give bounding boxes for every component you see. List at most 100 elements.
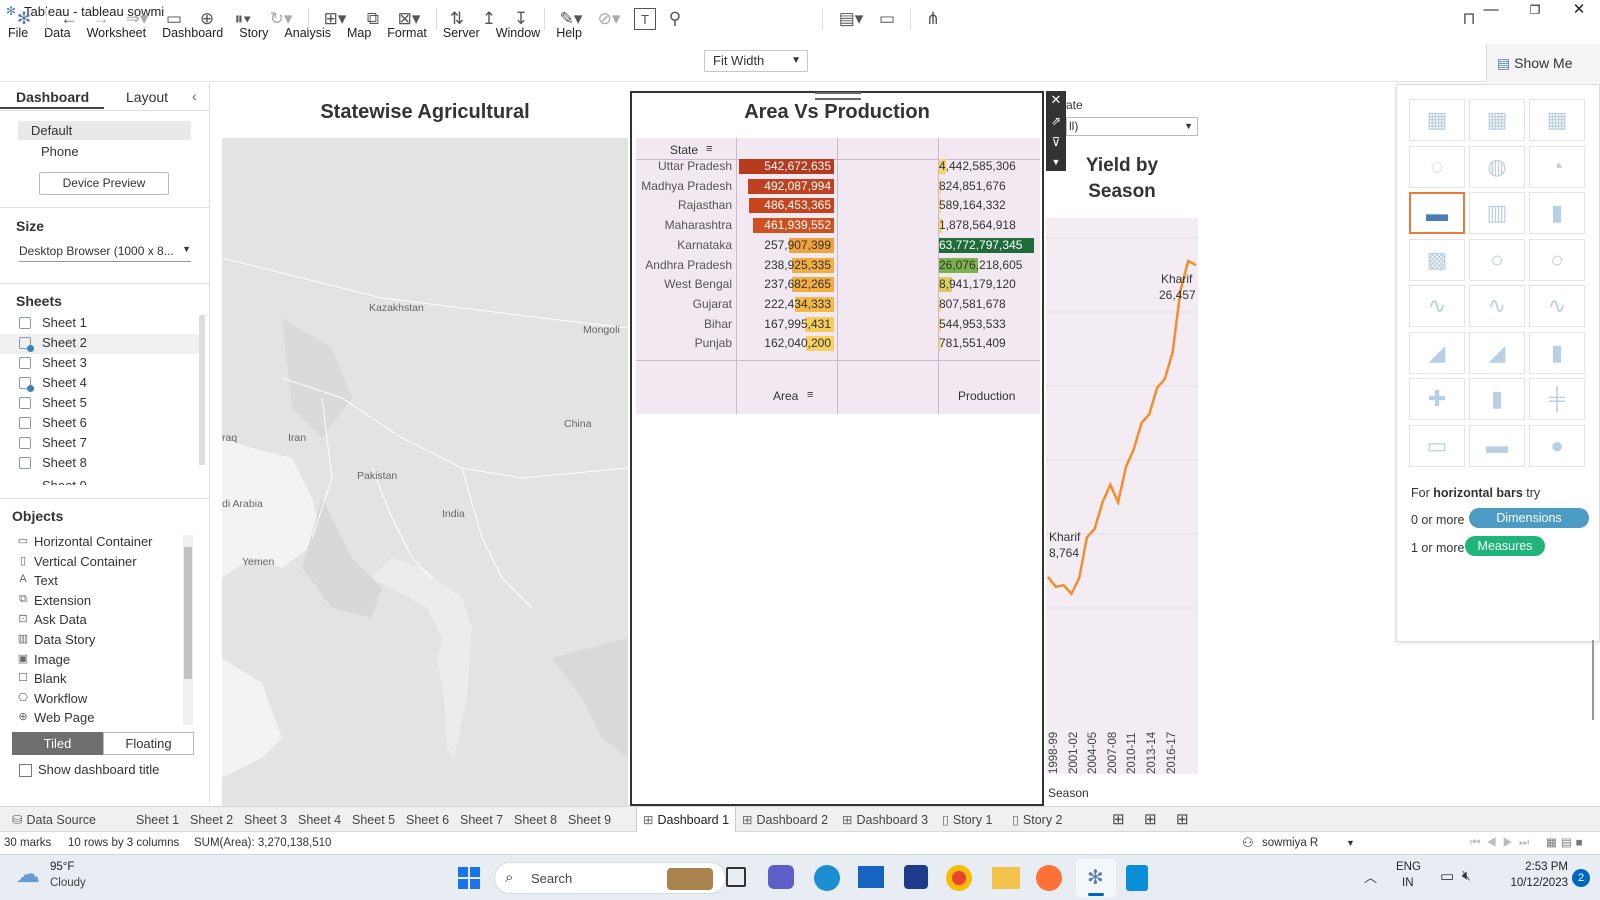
network-icon[interactable]: ▭ [1440,868,1455,885]
chart-type-continuous-lines-icon[interactable]: ∿ [1409,285,1465,327]
tab-data-source[interactable]: ⛁ Data Source [6,807,102,833]
area-production-table[interactable]: State ≡ Area ≡ Production Uttar Pradesh 5… [636,138,1040,414]
tab-sheet-8[interactable]: Sheet 8 [508,807,563,833]
menu-map[interactable]: Map [346,26,372,40]
fix-axes-icon[interactable]: ⚲ [668,9,682,28]
chart-type-discrete-lines-icon[interactable]: ∿ [1469,285,1525,327]
production-value[interactable]: 4,442,585,306 [939,159,1016,173]
state-header[interactable]: State [670,143,699,157]
remove-icon[interactable]: ✕ [1050,92,1062,107]
sheet-item-5[interactable]: Sheet 5 [42,395,87,410]
chart-type-treemap-icon[interactable]: ▩ [1409,238,1465,281]
tab-sheet-1[interactable]: Sheet 1 [130,807,185,833]
production-value[interactable]: 824,851,676 [939,178,1006,193]
tiled-button[interactable]: Tiled [12,732,103,755]
object-image[interactable]: Image [34,651,71,667]
tableau-taskbar-icon[interactable]: ✻ [1076,859,1116,897]
production-value[interactable]: 1,878,564,918 [939,218,1016,233]
object-text[interactable]: Text [34,573,58,589]
area-value[interactable]: 238,925,335 [764,257,831,272]
sheet-item-3[interactable]: Sheet 3 [42,355,87,370]
tab-story-1[interactable]: ▯ Story 1 [936,807,999,833]
tab-story-2[interactable]: ▯ Story 2 [1006,807,1069,833]
chart-type-dual-lines-icon[interactable]: ∿ [1529,285,1585,327]
chart-type-text-table-icon[interactable]: ▦ [1409,99,1465,141]
state-cell[interactable]: Rajasthan [677,198,732,213]
production-bar[interactable] [939,178,941,194]
production-bar[interactable] [939,159,946,174]
area-bar[interactable] [792,257,834,273]
show-labels-icon[interactable]: T [634,8,656,30]
production-value[interactable]: 8,941,179,120 [939,277,1016,292]
firefox-icon[interactable] [1036,865,1062,891]
more-options-icon[interactable]: ▼ [1051,157,1061,167]
chart-type-bullet-graph-icon[interactable]: ▬ [1469,424,1525,467]
new-dashboard-icon[interactable]: ⊞ [1144,811,1157,828]
volume-muted-icon[interactable]: 🔇︎ [1462,867,1471,883]
production-bar[interactable] [939,237,1034,253]
production-value[interactable]: 807,581,678 [939,296,1006,311]
production-value[interactable]: 544,953,533 [939,316,1006,331]
chart-type-gantt-chart-icon[interactable]: ▭ [1409,424,1465,467]
production-bar[interactable] [939,336,941,352]
yield-chart[interactable] [1046,218,1198,774]
kharif-yield-line[interactable] [1047,259,1197,597]
tableau-home-icon[interactable]: ✻ [16,9,32,28]
chart-type-symbol-map-icon[interactable]: ◌ [1409,145,1465,188]
pager-icons[interactable]: ⏮◀▶⏭ [1470,837,1536,849]
production-bar[interactable] [939,257,978,273]
menu-server[interactable]: Server [442,26,480,40]
object-ask-data[interactable]: Ask Data [34,612,87,628]
file-explorer-icon[interactable] [992,867,1020,889]
object-data-story[interactable]: Data Story [34,632,96,647]
show-cards-icon[interactable]: ▤▾ [838,9,864,28]
replay-icon[interactable]: ⇒▾ [125,9,149,28]
area-bar[interactable] [753,218,834,234]
sort-ascending-icon[interactable]: ↥ [481,9,497,28]
save-icon[interactable]: ▭ [165,9,183,28]
object-horizontal-container[interactable]: Horizontal Container [34,534,153,549]
task-view-icon[interactable] [726,867,746,887]
state-cell[interactable]: Maharashtra [664,218,732,233]
area-value[interactable]: 167,995,431 [764,316,831,331]
minimize-button[interactable]: — [1483,1,1499,18]
tab-sheet-7[interactable]: Sheet 7 [454,807,509,833]
new-worksheet-icon[interactable]: ⊞ [1112,811,1125,828]
chart-type-box-and-whisker-icon[interactable]: ╪ [1529,378,1585,420]
production-bar[interactable] [939,277,952,293]
sheet-item-1[interactable]: Sheet 1 [42,315,87,330]
duplicate-icon[interactable]: ⧉ [366,9,380,28]
production-value[interactable]: 781,551,409 [939,336,1006,351]
drag-handle[interactable] [815,92,861,100]
chart-type-side-by-side-circles-icon[interactable]: ○ [1529,238,1585,281]
area-value[interactable]: 486,453,365 [764,198,831,213]
state-cell[interactable]: Karnataka [677,237,732,252]
clear-icon[interactable]: ⊠▾ [397,9,421,28]
object-web-page[interactable]: Web Page [34,710,95,726]
production-bar[interactable] [939,296,941,312]
new-story-icon[interactable]: ⊞ [1176,811,1189,828]
weather-temp[interactable]: 95°F [50,861,75,873]
windows-start-icon[interactable] [458,867,480,889]
tab-sheet-2[interactable]: Sheet 2 [184,807,239,833]
sheet-item-6[interactable]: Sheet 6 [42,415,87,430]
area-header[interactable]: Area [773,389,799,403]
floating-button[interactable]: Floating [103,732,194,755]
menu-analysis[interactable]: Analysis [284,26,331,40]
area-bar[interactable] [789,237,834,253]
production-header[interactable]: Production [958,389,1016,403]
tab-sheet-5[interactable]: Sheet 5 [346,807,401,833]
chevron-up-icon[interactable]: ︿ [1364,870,1378,885]
new-sheet-icon[interactable]: ⊞▾ [323,9,347,28]
mail-icon[interactable] [858,866,884,888]
area-value[interactable]: 222,434,333 [764,296,831,311]
production-bar[interactable] [939,198,941,214]
size-select[interactable]: Desktop Browser (1000 x 8... ▼ [19,244,191,262]
show-me-button[interactable]: ▤ Show Me [1486,44,1600,82]
refresh-icon[interactable]: ↻▾ [269,9,293,28]
area-value[interactable]: 162,040,200 [764,336,831,351]
state-cell[interactable]: West Bengal [664,277,732,292]
store-icon[interactable] [904,865,928,889]
state-cell[interactable]: Madhya Pradesh [641,178,732,193]
clock-time[interactable]: 2:53 PM [1525,861,1568,873]
